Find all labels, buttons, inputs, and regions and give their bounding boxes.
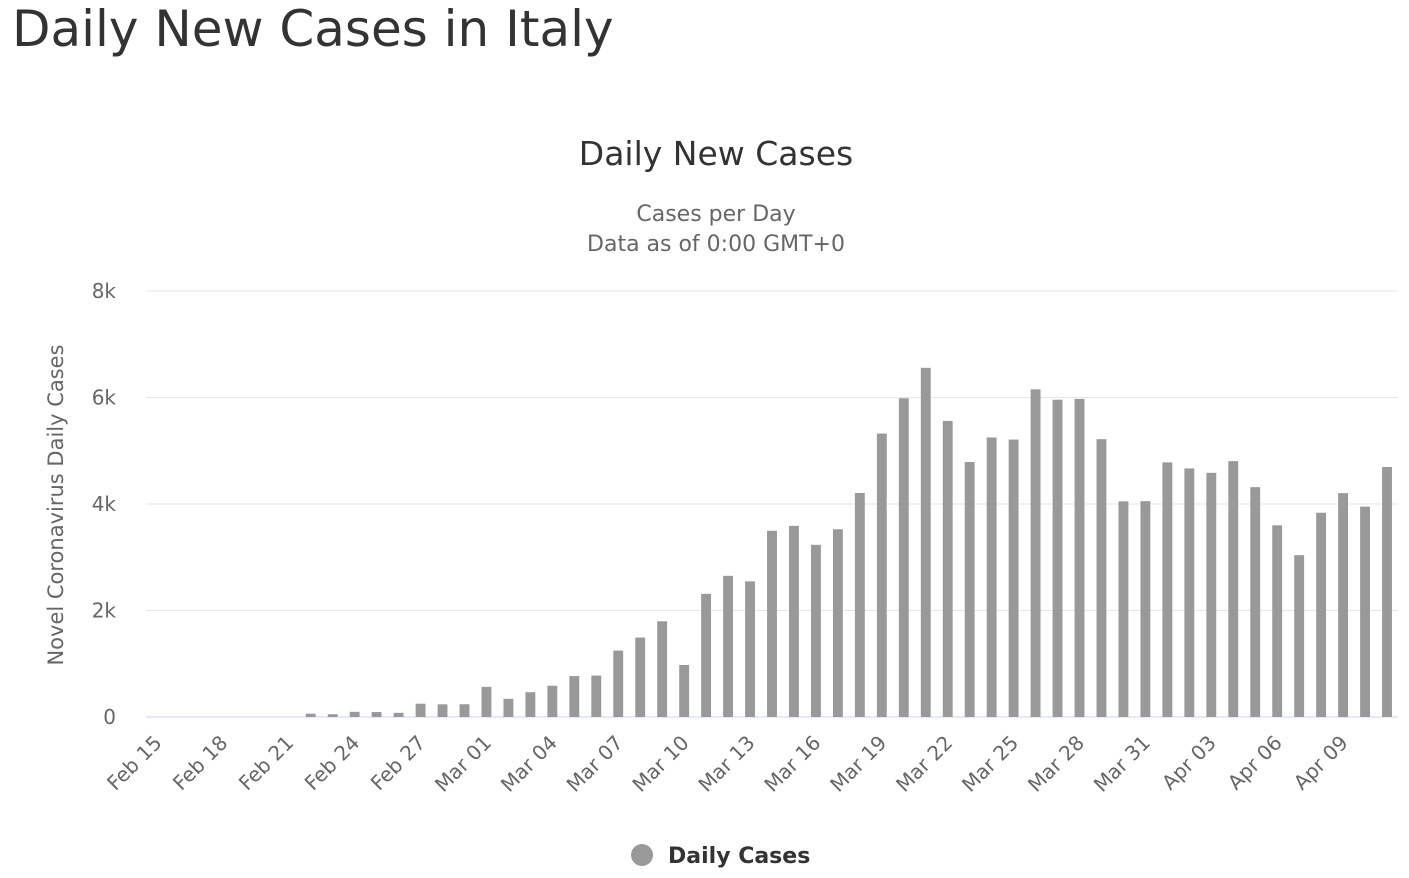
bar[interactable] bbox=[679, 664, 690, 717]
y-tick-label: 2k bbox=[92, 599, 117, 623]
bar[interactable] bbox=[1228, 461, 1239, 717]
x-tick-label: Feb 18 bbox=[168, 731, 233, 796]
x-tick-label: Apr 06 bbox=[1223, 731, 1287, 795]
x-tick-label: Feb 21 bbox=[234, 731, 299, 796]
bar[interactable] bbox=[393, 712, 404, 717]
bar[interactable] bbox=[1184, 468, 1195, 717]
bar[interactable] bbox=[327, 714, 338, 717]
bar[interactable] bbox=[1250, 487, 1261, 717]
x-tick-label: Feb 15 bbox=[102, 731, 167, 796]
bar[interactable] bbox=[1096, 439, 1107, 717]
bar[interactable] bbox=[701, 593, 712, 717]
x-tick-label: Mar 04 bbox=[496, 731, 562, 797]
x-tick-label: Mar 16 bbox=[759, 731, 825, 797]
bar[interactable] bbox=[503, 698, 514, 717]
y-tick-label: 4k bbox=[92, 492, 117, 516]
x-tick-label: Feb 24 bbox=[300, 731, 365, 796]
x-tick-label: Mar 13 bbox=[693, 731, 759, 797]
x-tick-label: Mar 01 bbox=[430, 731, 496, 797]
legend[interactable]: Daily Cases bbox=[631, 844, 810, 869]
y-tick-label: 0 bbox=[103, 705, 116, 729]
bar[interactable] bbox=[876, 433, 887, 717]
bar[interactable] bbox=[723, 575, 734, 717]
bar[interactable] bbox=[657, 621, 668, 717]
bar[interactable] bbox=[613, 650, 624, 717]
bar[interactable] bbox=[569, 676, 580, 717]
bar[interactable] bbox=[525, 692, 536, 717]
x-tick-label: Mar 22 bbox=[891, 731, 957, 797]
bar[interactable] bbox=[459, 704, 470, 717]
bar[interactable] bbox=[1206, 472, 1217, 717]
chart-subtitle-line-1: Cases per Day bbox=[636, 202, 795, 227]
bar[interactable] bbox=[832, 529, 843, 717]
bar[interactable] bbox=[942, 420, 953, 717]
bar[interactable] bbox=[371, 712, 382, 717]
y-tick-label: 6k bbox=[92, 386, 117, 410]
x-tick-label: Mar 28 bbox=[1023, 731, 1089, 797]
bar[interactable] bbox=[767, 530, 777, 717]
x-tick-label: Feb 27 bbox=[366, 731, 431, 796]
bar[interactable] bbox=[1074, 398, 1085, 717]
y-axis-label: Novel Coronavirus Daily Cases bbox=[44, 344, 68, 665]
bar[interactable] bbox=[1140, 501, 1151, 717]
bar[interactable] bbox=[349, 711, 360, 717]
bars bbox=[305, 367, 1392, 717]
bar[interactable] bbox=[1008, 439, 1019, 717]
x-axis-ticks: Feb 15 Feb 18 Feb 21 Feb 24 Feb 27 Mar 01 Mar … bbox=[102, 731, 1353, 797]
x-tick-label: Mar 31 bbox=[1089, 731, 1155, 797]
bar[interactable] bbox=[1294, 555, 1305, 717]
x-tick-label: Apr 03 bbox=[1157, 731, 1221, 795]
x-tick-label: Mar 19 bbox=[825, 731, 891, 797]
bar[interactable] bbox=[854, 492, 865, 717]
bar[interactable] bbox=[591, 675, 602, 717]
bar[interactable] bbox=[1052, 399, 1063, 717]
x-tick-label: Mar 10 bbox=[627, 731, 693, 797]
bar[interactable] bbox=[305, 713, 316, 717]
bar[interactable] bbox=[898, 398, 909, 717]
x-tick-label: Mar 07 bbox=[562, 731, 628, 797]
bar[interactable] bbox=[547, 685, 558, 717]
legend-marker-icon[interactable] bbox=[631, 844, 653, 866]
bar[interactable] bbox=[745, 581, 755, 717]
y-tick-label: 8k bbox=[92, 279, 117, 303]
bar[interactable] bbox=[1118, 501, 1129, 717]
bar[interactable] bbox=[986, 437, 997, 717]
bar[interactable] bbox=[437, 704, 448, 717]
bar[interactable] bbox=[1272, 525, 1283, 717]
x-tick-label: Mar 25 bbox=[957, 731, 1023, 797]
bar[interactable] bbox=[415, 703, 426, 717]
bar[interactable] bbox=[481, 686, 492, 717]
chart-title: Daily New Cases bbox=[579, 134, 853, 173]
chart-subtitle-line-2: Data as of 0:00 GMT+0 bbox=[587, 232, 845, 257]
bar[interactable] bbox=[1162, 462, 1173, 717]
bar[interactable] bbox=[920, 367, 931, 717]
bar[interactable] bbox=[1316, 512, 1327, 717]
bar[interactable] bbox=[1382, 467, 1392, 717]
legend-label[interactable]: Daily Cases bbox=[668, 844, 810, 869]
bar[interactable] bbox=[964, 461, 975, 717]
bar[interactable] bbox=[1338, 493, 1349, 717]
bar[interactable] bbox=[1360, 506, 1370, 717]
bar[interactable] bbox=[810, 544, 821, 717]
bar[interactable] bbox=[635, 637, 646, 717]
page-title: Daily New Cases in Italy bbox=[12, 0, 614, 58]
bar[interactable] bbox=[789, 525, 799, 717]
y-axis-ticks: 0 2k 4k 6k 8k bbox=[92, 279, 117, 729]
bar[interactable] bbox=[1030, 389, 1041, 717]
x-tick-label: Apr 09 bbox=[1289, 731, 1353, 795]
